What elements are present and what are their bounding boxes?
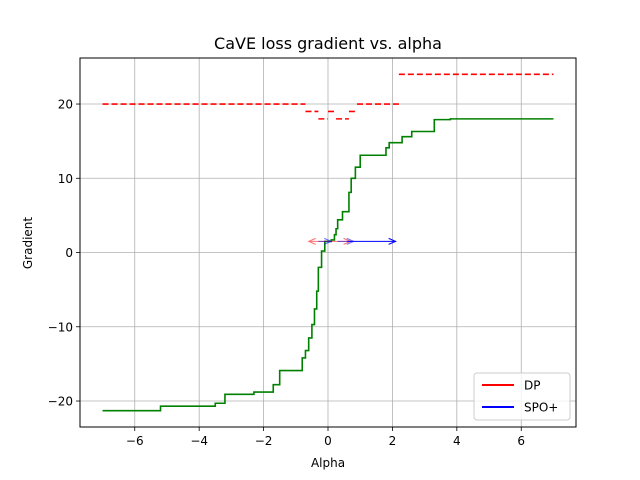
gradient-arrow (318, 237, 333, 245)
x-tick-label: −4 (190, 434, 208, 448)
legend-label-dp: DP (524, 379, 540, 393)
x-tick-label: 6 (517, 434, 525, 448)
y-tick-label: 10 (58, 172, 73, 186)
y-tick-label: −20 (48, 395, 73, 409)
x-tick-label: 2 (389, 434, 397, 448)
grid (80, 58, 576, 427)
chart-title: CaVE loss gradient vs. alpha (214, 34, 442, 53)
arrow-head (388, 237, 397, 245)
y-axis-label: Gradient (21, 217, 35, 270)
legend: DP SPO+ (473, 372, 571, 421)
y-tick-label: −10 (48, 320, 73, 334)
plot-area (102, 73, 554, 412)
x-tick-label: −2 (255, 434, 273, 448)
x-tick-label: 0 (324, 434, 332, 448)
y-tick-label: 20 (58, 98, 73, 112)
arrow-head (324, 237, 333, 245)
gradient-arrow (347, 237, 397, 245)
x-tick-label: 4 (453, 434, 461, 448)
x-tick-label: −6 (126, 434, 144, 448)
arrow-head (307, 237, 316, 245)
y-tick-label: 0 (65, 246, 73, 260)
x-axis-label: Alpha (311, 456, 345, 470)
legend-label-spo: SPO+ (524, 401, 558, 415)
